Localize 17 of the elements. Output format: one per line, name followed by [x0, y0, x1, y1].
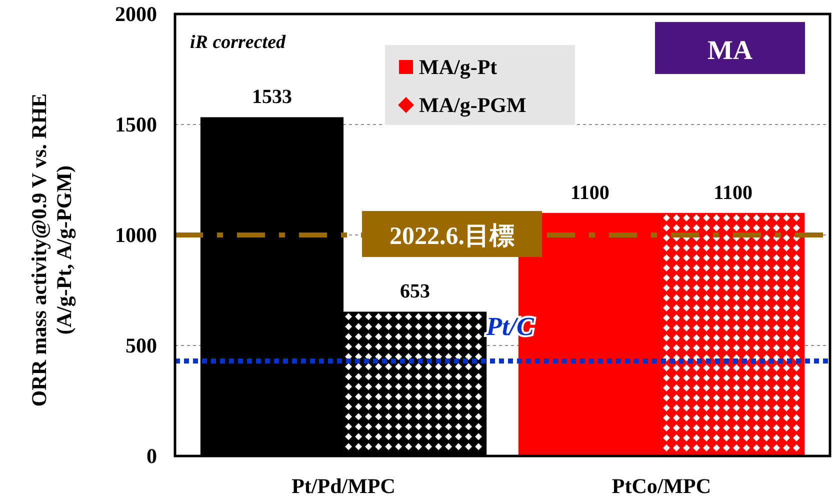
y-tick-label: 1500: [115, 112, 157, 136]
x-tick-label: Pt/Pd/MPC: [292, 474, 396, 498]
x-tick-label: PtCo/MPC: [612, 474, 712, 498]
y-tick-label: 0: [146, 444, 157, 468]
annotation: MA: [708, 35, 753, 65]
y-tick-label: 1000: [115, 223, 157, 247]
y-tick-label: 2000: [115, 2, 157, 26]
y-tick-label: 500: [126, 334, 157, 358]
annotation: iR corrected: [190, 32, 286, 53]
y-axis-title: ORR mass activity@0.9 V vs. RHE (A/g-Pt, A/g-PGM): [27, 93, 76, 407]
data-label: 1533: [252, 86, 292, 108]
data-label: 1100: [570, 182, 610, 204]
ref-line-label: 2022.6.目標: [390, 223, 514, 250]
data-label: 1100: [714, 182, 752, 204]
data-label: 653: [400, 280, 430, 303]
legend-label: MA/g-Pt: [419, 55, 498, 79]
legend-label: MA/g-PGM: [419, 93, 526, 117]
